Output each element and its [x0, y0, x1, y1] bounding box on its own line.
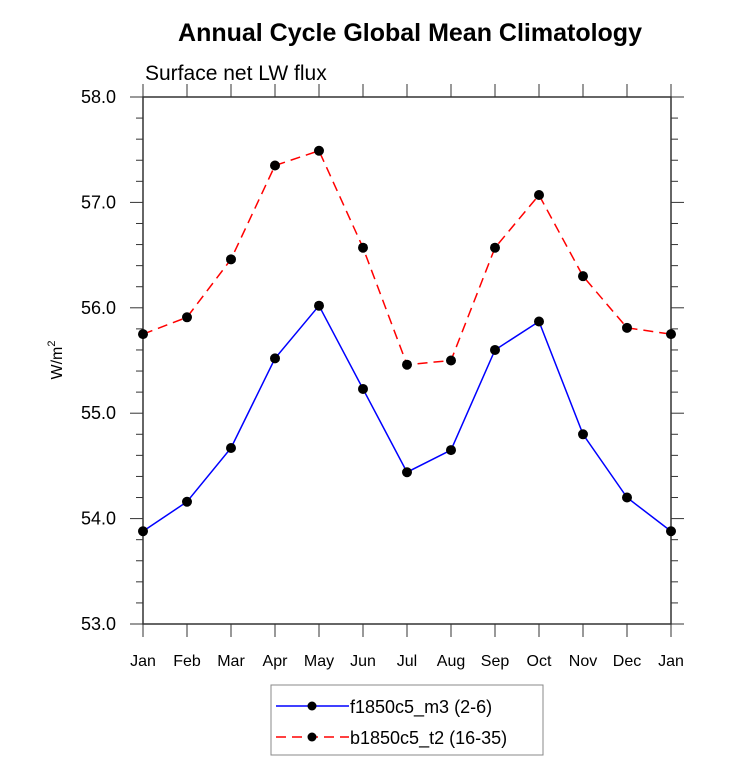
legend-label: f1850c5_m3 (2-6)	[350, 697, 492, 718]
series-layer	[138, 145, 676, 537]
x-tick-label: Jul	[397, 653, 417, 670]
svg-text:W/m2: W/m2	[46, 341, 66, 380]
chart-title: Annual Cycle Global Mean Climatology	[178, 19, 642, 47]
x-tick-label: Apr	[263, 653, 289, 670]
y-tick-label: 58.0	[81, 87, 116, 107]
data-point	[622, 322, 632, 333]
data-point	[402, 467, 412, 478]
data-point	[182, 312, 192, 323]
legend-label: b1850c5_t2 (16-35)	[350, 728, 507, 749]
data-point	[226, 254, 236, 265]
y-tick-label: 57.0	[81, 192, 116, 212]
x-ticks: Jan Feb Mar Apr May Jun Jul Aug Sep Oct Nov Dec Jan	[130, 84, 684, 670]
data-point	[490, 344, 500, 355]
data-point	[314, 145, 324, 156]
x-tick-label: Jan	[658, 653, 684, 670]
y-axis-label: W/m2	[46, 341, 66, 380]
data-point	[358, 383, 368, 394]
x-tick-label: Jan	[130, 653, 156, 670]
series-line	[142, 304, 672, 532]
legend-item: b1850c5_t2 (16-35)	[276, 728, 507, 749]
data-point	[138, 329, 148, 340]
series-line	[142, 149, 672, 366]
legend-box	[270, 684, 544, 756]
data-point	[666, 526, 676, 537]
legend-marker	[307, 732, 317, 742]
x-tick-label: Dec	[613, 653, 641, 670]
data-point	[578, 271, 588, 282]
x-tick-label: Mar	[217, 653, 245, 670]
data-point	[226, 442, 236, 453]
x-tick-label: Jun	[350, 653, 376, 670]
data-point	[402, 359, 412, 370]
x-tick-label: May	[304, 653, 334, 670]
data-point	[270, 353, 280, 364]
data-point	[578, 429, 588, 440]
series-2	[138, 145, 676, 370]
data-point	[622, 492, 632, 503]
x-tick-label: Feb	[173, 653, 201, 670]
data-point	[358, 242, 368, 253]
y-tick-label: 56.0	[81, 298, 116, 318]
chart-subtitle: Surface net LW flux	[145, 62, 327, 85]
y-tick-label: 55.0	[81, 403, 116, 423]
x-tick-label: Oct	[527, 653, 552, 670]
data-point	[270, 160, 280, 171]
y-ticks: 53.0 54.0 55.0 56.0 57.0 58.0	[81, 87, 684, 634]
data-point	[314, 300, 324, 311]
x-tick-label: Nov	[569, 653, 597, 670]
series-1	[138, 300, 676, 537]
legend: f1850c5_m3 (2-6) b1850c5_t2 (16-35)	[270, 684, 544, 756]
data-point	[666, 329, 676, 340]
data-point	[446, 445, 456, 456]
x-tick-label: Sep	[481, 653, 510, 670]
y-tick-label: 53.0	[81, 614, 116, 634]
y-tick-label: 54.0	[81, 509, 116, 529]
legend-marker	[307, 701, 317, 711]
data-point	[182, 496, 192, 507]
data-point	[446, 355, 456, 366]
data-point	[138, 526, 148, 537]
x-tick-label: Aug	[437, 653, 465, 670]
data-point	[490, 242, 500, 253]
data-point	[534, 190, 544, 201]
legend-item: f1850c5_m3 (2-6)	[276, 697, 492, 718]
data-point	[534, 316, 544, 327]
y-axis-label-superscript: 2	[46, 341, 58, 347]
y-axis-label-text: W/m	[49, 347, 66, 380]
